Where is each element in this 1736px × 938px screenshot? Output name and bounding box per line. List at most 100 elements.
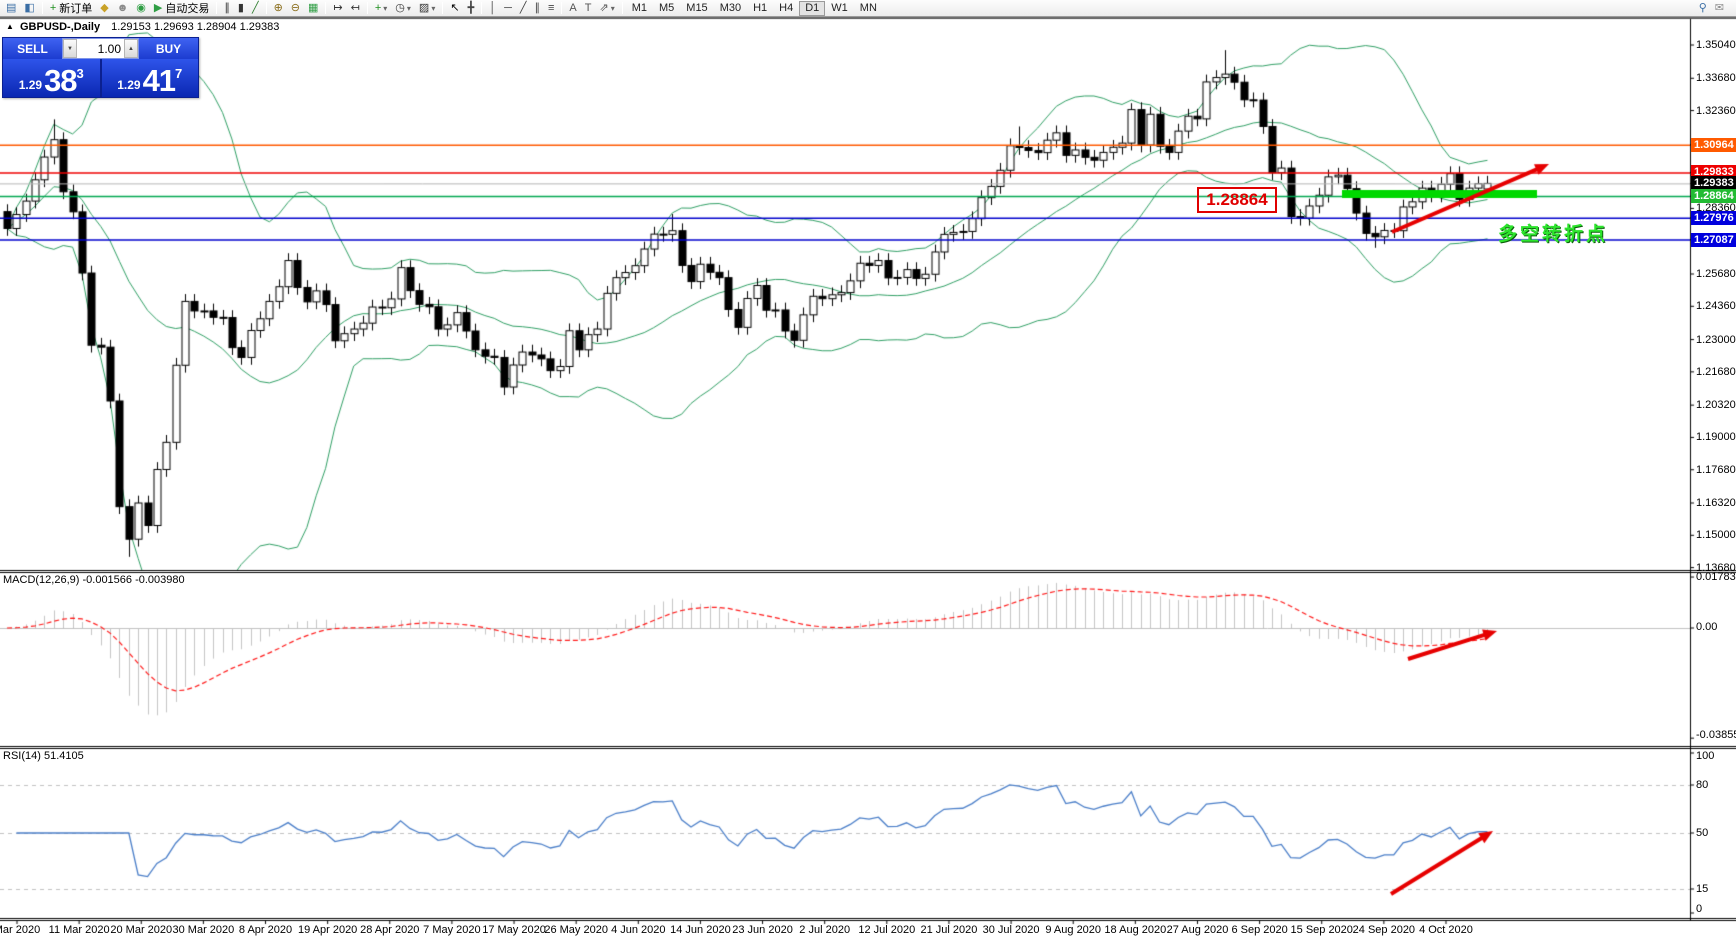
one-click-trading-panel: SELL ▼ ▲ BUY 1.29 38 3 1.29 41 7 — [2, 37, 199, 98]
volume-stepper: ▼ ▲ — [62, 38, 139, 59]
trade-panel-top-row: SELL ▼ ▲ BUY — [3, 38, 198, 59]
price-axis-tick: 1.32360 — [1696, 104, 1736, 117]
price-axis-tick: 1.25680 — [1696, 268, 1736, 280]
timeframe-h4[interactable]: H4 — [773, 1, 799, 16]
indicators-icon[interactable]: + ▾ — [371, 1, 391, 16]
search-icon: ⚲ — [1698, 1, 1707, 14]
crosshair-icon[interactable]: ╋ — [464, 1, 479, 16]
date-axis-label: 26 May 2020 — [544, 924, 608, 936]
chart-ohlc-values: 1.29153 1.29693 1.28904 1.29383 — [111, 21, 280, 33]
community-icon: ☻ — [116, 1, 129, 14]
macd-pane-label: MACD(12,26,9) -0.001566 -0.003980 — [3, 574, 185, 586]
arrows-icon[interactable]: ⇗ ▾ — [595, 1, 618, 16]
text-icon: A — [569, 1, 577, 14]
horizontal-line-icon[interactable]: ─ — [500, 1, 516, 16]
price-axis-tick: 1.21680 — [1696, 365, 1736, 378]
sell-button[interactable]: SELL — [3, 38, 62, 59]
line-chart-icon[interactable]: ╱ — [248, 1, 263, 16]
buy-price-button[interactable]: 1.29 41 7 — [102, 59, 199, 97]
toolbar-separator — [621, 2, 623, 14]
bar-chart-icon[interactable]: ∥ — [220, 1, 234, 16]
cursor-icon[interactable]: ↖ — [446, 1, 463, 16]
timeframe-m15[interactable]: M15 — [680, 1, 713, 16]
data-window-icon: ◧ — [24, 1, 35, 14]
autotrading-icon[interactable]: ▶ 自动交易 — [150, 1, 213, 16]
trendline-icon: ╱ — [519, 1, 527, 14]
price-axis-tick: 1.16320 — [1696, 497, 1736, 509]
toolbar: ▤ ◧ + 新订单 ◆ ☻ ◉ ▶ 自动交易 ∥ ▮ ╱ ⊕ ⊖ ▦ ↦ ↤ + ▾ ◷ ▾ ▨ ▾ ↖ ╋ │ ─ ╱ ∥ ≡ A T ⇗ ▾ … — [0, 0, 1736, 17]
text-icon[interactable]: A — [565, 1, 580, 16]
timeframe-mn[interactable]: MN — [854, 1, 883, 16]
date-axis-label: 30 Mar 2020 — [172, 924, 235, 936]
buy-price-pip: 7 — [175, 66, 183, 81]
toolbar-groups: ▤ ◧ + 新订单 ◆ ☻ ◉ ▶ 自动交易 ∥ ▮ ╱ ⊕ ⊖ ▦ ↦ ↤ + ▾ ◷ ▾ ▨ ▾ ↖ ╋ │ ─ ╱ ∥ ≡ A T ⇗ ▾ — [2, 0, 619, 16]
chat-icon[interactable]: ✉ — [1711, 1, 1728, 16]
macd-label: MACD(12,26,9) — [3, 574, 80, 586]
templates-icon[interactable]: ▨ ▾ — [415, 1, 439, 16]
auto-scroll-icon[interactable]: ↦ — [329, 1, 346, 16]
timeframe-d1[interactable]: D1 — [799, 0, 826, 16]
metaeditor-icon[interactable]: ◆ — [96, 1, 112, 16]
price-annotation-box[interactable]: 1.28864 — [1197, 187, 1277, 213]
textlabel-icon[interactable]: T — [581, 1, 596, 16]
rsi-value: 51.4105 — [43, 750, 84, 762]
sell-price-big: 38 — [44, 63, 77, 98]
sell-price-button[interactable]: 1.29 38 3 — [3, 59, 102, 97]
periods-icon[interactable]: ◷ ▾ — [391, 1, 415, 16]
price-line-label: 1.27976 — [1691, 210, 1736, 225]
volume-increase-button[interactable]: ▲ — [124, 39, 138, 58]
rsi-axis-tick: 0 — [1696, 903, 1703, 915]
indicators-icon-dropdown-icon[interactable]: ▾ — [383, 3, 388, 13]
collapse-trade-panel-icon[interactable]: ▲ — [6, 22, 14, 31]
timeframe-m5[interactable]: M5 — [653, 1, 680, 16]
date-axis-label: 4 Oct 2020 — [1419, 924, 1473, 936]
turning-point-annotation[interactable]: 多空转折点 — [1498, 224, 1609, 245]
timeframe-h1[interactable]: H1 — [747, 1, 773, 16]
zoom-in-icon[interactable]: ⊕ — [270, 1, 287, 16]
charts-list-icon[interactable]: ▤ — [2, 1, 20, 16]
tile-windows-icon[interactable]: ▦ — [304, 1, 322, 16]
date-axis-label: 12 Jul 2020 — [858, 924, 916, 936]
fibonacci-icon[interactable]: ≡ — [544, 1, 558, 16]
arrows-icon-dropdown-icon[interactable]: ▾ — [610, 3, 615, 13]
zoom-out-icon[interactable]: ⊖ — [287, 1, 304, 16]
channel-icon[interactable]: ∥ — [530, 1, 544, 16]
date-axis-label: 30 Jul 2020 — [982, 924, 1040, 936]
date-axis-label: 21 Jul 2020 — [920, 924, 978, 936]
community-icon[interactable]: ☻ — [113, 1, 133, 16]
search-icon[interactable]: ⚲ — [1695, 1, 1711, 16]
bar-chart-icon: ∥ — [224, 1, 230, 14]
horizontal-line-icon: ─ — [504, 1, 512, 14]
vertical-line-icon[interactable]: │ — [485, 1, 500, 16]
date-axis-label: 14 Jun 2020 — [670, 924, 731, 936]
periods-icon: ◷ — [395, 1, 405, 14]
signals-icon[interactable]: ◉ — [132, 1, 150, 16]
price-line-label: 1.29833 — [1691, 165, 1736, 180]
templates-icon-dropdown-icon[interactable]: ▾ — [431, 3, 436, 13]
timeframe-w1[interactable]: W1 — [825, 1, 854, 16]
macd-value-signal: -0.003980 — [135, 574, 185, 586]
date-axis-label: 4 Jun 2020 — [611, 924, 666, 936]
price-line-label: 1.28864 — [1691, 189, 1736, 204]
price-axis-tick: 1.33680 — [1696, 72, 1736, 85]
new-order-icon[interactable]: + 新订单 — [46, 1, 96, 16]
chart-shift-icon[interactable]: ↤ — [347, 1, 364, 16]
volume-decrease-button[interactable]: ▼ — [63, 39, 77, 58]
periods-icon-dropdown-icon[interactable]: ▾ — [406, 3, 411, 13]
autotrading-icon-label: 自动交易 — [165, 3, 210, 15]
toolbar-separator — [325, 2, 327, 14]
timeframe-m30[interactable]: M30 — [714, 1, 747, 16]
candlestick-chart-icon[interactable]: ▮ — [234, 1, 248, 16]
buy-button[interactable]: BUY — [139, 38, 198, 59]
date-axis-label: 6 Sep 2020 — [1231, 924, 1288, 936]
timeframe-m1[interactable]: M1 — [626, 1, 653, 16]
trendline-icon[interactable]: ╱ — [516, 1, 531, 16]
toolbar-separator — [442, 2, 444, 14]
volume-input[interactable] — [77, 39, 124, 58]
cursor-icon: ↖ — [450, 1, 460, 14]
rsi-axis-tick: 100 — [1696, 750, 1715, 762]
data-window-icon[interactable]: ◧ — [20, 1, 38, 16]
price-axis-tick: 1.24360 — [1696, 300, 1736, 313]
date-axis-label: 8 Apr 2020 — [238, 924, 293, 936]
